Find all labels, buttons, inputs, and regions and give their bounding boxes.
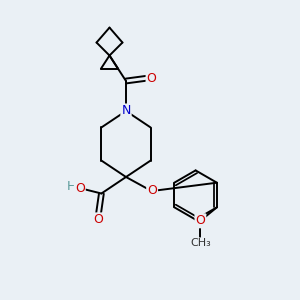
Text: O: O (94, 213, 103, 226)
Text: O: O (147, 184, 157, 197)
Text: O: O (196, 214, 205, 227)
Text: N: N (121, 104, 131, 118)
Text: O: O (147, 71, 156, 85)
Text: CH₃: CH₃ (190, 238, 211, 248)
Text: O: O (75, 182, 85, 195)
Text: H: H (67, 180, 76, 193)
